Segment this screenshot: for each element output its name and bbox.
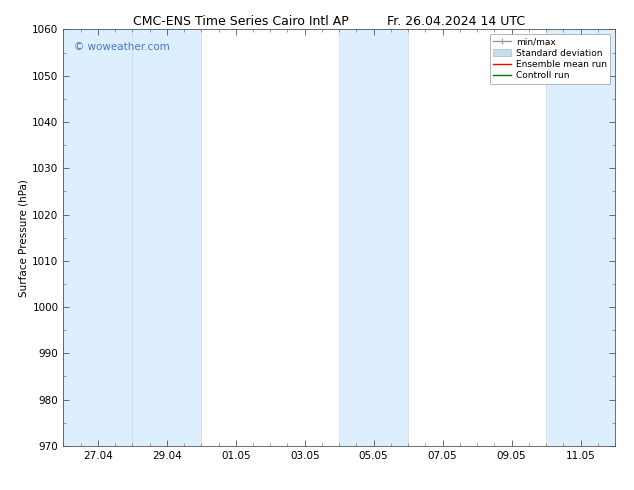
- Legend: min/max, Standard deviation, Ensemble mean run, Controll run: min/max, Standard deviation, Ensemble me…: [489, 34, 611, 84]
- Text: © woweather.com: © woweather.com: [74, 42, 170, 52]
- Text: Fr. 26.04.2024 14 UTC: Fr. 26.04.2024 14 UTC: [387, 15, 526, 28]
- Text: CMC-ENS Time Series Cairo Intl AP: CMC-ENS Time Series Cairo Intl AP: [133, 15, 349, 28]
- Bar: [339, 29, 408, 446]
- Bar: [63, 29, 133, 446]
- Bar: [133, 29, 202, 446]
- Bar: [546, 29, 615, 446]
- Y-axis label: Surface Pressure (hPa): Surface Pressure (hPa): [18, 179, 28, 296]
